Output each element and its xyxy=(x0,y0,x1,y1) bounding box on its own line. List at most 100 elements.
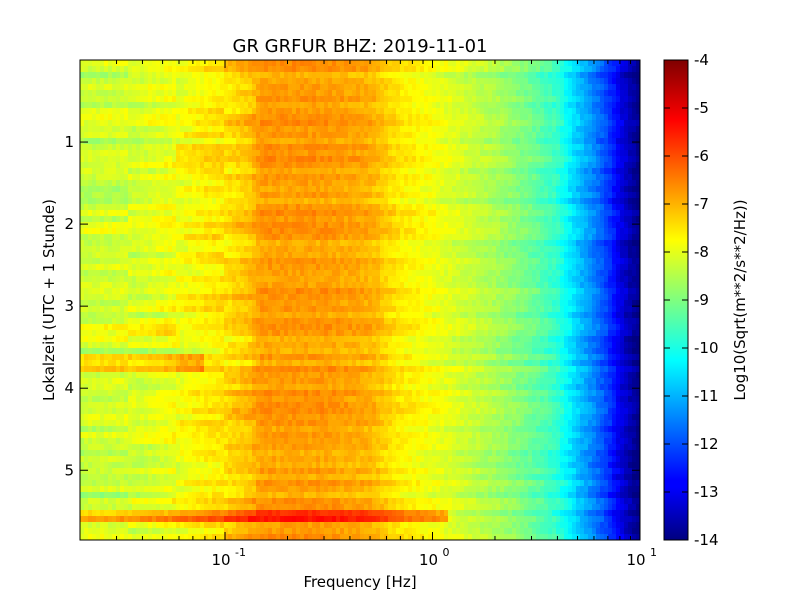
heatmap-cell xyxy=(296,192,301,199)
heatmap-cell xyxy=(552,150,557,157)
heatmap-cell xyxy=(620,150,625,157)
heatmap-cell xyxy=(536,162,541,169)
heatmap-cell xyxy=(472,228,477,235)
heatmap-cell xyxy=(420,174,425,181)
heatmap-cell xyxy=(92,60,97,67)
heatmap-cell xyxy=(544,258,549,265)
heatmap-cell xyxy=(268,222,273,229)
heatmap-cell xyxy=(412,186,417,193)
heatmap-cell xyxy=(388,228,393,235)
heatmap-cell xyxy=(500,84,505,91)
heatmap-cell xyxy=(636,162,641,169)
heatmap-cell xyxy=(428,252,433,259)
heatmap-cell xyxy=(224,90,229,97)
heatmap-cell xyxy=(468,186,473,193)
heatmap-cell xyxy=(628,168,633,175)
heatmap-cell xyxy=(452,90,457,97)
heatmap-cell xyxy=(480,180,485,187)
heatmap-cell xyxy=(376,90,381,97)
heatmap-cell xyxy=(308,174,313,181)
heatmap-cell xyxy=(504,174,509,181)
heatmap-cell xyxy=(488,150,493,157)
heatmap-cell xyxy=(268,186,273,193)
heatmap-cell xyxy=(252,126,257,133)
heatmap-cell xyxy=(392,96,397,103)
heatmap-cell xyxy=(604,102,609,109)
heatmap-cell xyxy=(624,216,629,223)
heatmap-cell xyxy=(328,156,333,163)
heatmap-cell xyxy=(448,72,453,79)
heatmap-cell xyxy=(496,138,501,145)
heatmap-cell xyxy=(444,120,449,127)
heatmap-cell xyxy=(548,156,553,163)
heatmap-cell xyxy=(200,114,205,121)
heatmap-cell xyxy=(584,240,589,247)
heatmap-cell xyxy=(516,144,521,151)
heatmap-cell xyxy=(456,66,461,73)
heatmap-cell xyxy=(348,174,353,181)
heatmap-cell xyxy=(468,102,473,109)
heatmap-cell xyxy=(528,168,533,175)
heatmap-cell xyxy=(340,132,345,139)
heatmap-cell xyxy=(608,180,613,187)
heatmap-cell xyxy=(544,96,549,103)
heatmap-cell xyxy=(148,132,153,139)
heatmap-cell xyxy=(532,66,537,73)
heatmap-cell xyxy=(380,120,385,127)
heatmap-cell xyxy=(584,150,589,157)
heatmap-cell xyxy=(408,150,413,157)
heatmap-cell xyxy=(148,192,153,199)
heatmap-cell xyxy=(504,150,509,157)
heatmap-cell xyxy=(484,162,489,169)
heatmap-cell xyxy=(220,96,225,103)
heatmap-cell xyxy=(536,96,541,103)
heatmap-cell xyxy=(180,198,185,205)
heatmap-cell xyxy=(124,96,129,103)
heatmap-cell xyxy=(180,120,185,127)
heatmap-cell xyxy=(432,150,437,157)
heatmap-cell xyxy=(168,198,173,205)
heatmap-cell xyxy=(220,228,225,235)
heatmap-cell xyxy=(624,60,629,67)
heatmap-cell xyxy=(476,162,481,169)
heatmap-cell xyxy=(572,150,577,157)
heatmap-cell xyxy=(364,78,369,85)
heatmap-cell xyxy=(96,252,101,259)
heatmap-cell xyxy=(460,180,465,187)
heatmap-cell xyxy=(88,84,93,91)
heatmap-cell xyxy=(104,264,109,271)
heatmap-cell xyxy=(116,102,121,109)
heatmap-cell xyxy=(524,114,529,121)
heatmap-cell xyxy=(312,186,317,193)
heatmap-cell xyxy=(548,174,553,181)
heatmap-cell xyxy=(252,90,257,97)
heatmap-cell xyxy=(320,216,325,223)
heatmap-cell xyxy=(88,78,93,85)
heatmap-cell xyxy=(588,174,593,181)
heatmap-cell xyxy=(384,156,389,163)
heatmap-cell xyxy=(240,144,245,151)
heatmap-cell xyxy=(112,144,117,151)
heatmap-cell xyxy=(140,270,145,277)
heatmap-cell xyxy=(348,234,353,241)
heatmap-cell xyxy=(584,144,589,151)
heatmap-cell xyxy=(276,210,281,217)
heatmap-cell xyxy=(376,132,381,139)
heatmap-cell xyxy=(536,150,541,157)
heatmap-cell xyxy=(280,192,285,199)
heatmap-cell xyxy=(192,66,197,73)
heatmap-cell xyxy=(540,120,545,127)
heatmap-cell xyxy=(292,156,297,163)
heatmap-cell xyxy=(84,234,89,241)
heatmap-cell xyxy=(112,270,117,277)
heatmap-cell xyxy=(580,186,585,193)
heatmap-cell xyxy=(384,72,389,79)
heatmap-cell xyxy=(436,234,441,241)
heatmap-cell xyxy=(260,138,265,145)
heatmap-cell xyxy=(108,216,113,223)
heatmap-cell xyxy=(340,246,345,253)
heatmap-cell xyxy=(604,162,609,169)
heatmap-cell xyxy=(612,234,617,241)
heatmap-cell xyxy=(132,258,137,265)
heatmap-cell xyxy=(508,90,513,97)
